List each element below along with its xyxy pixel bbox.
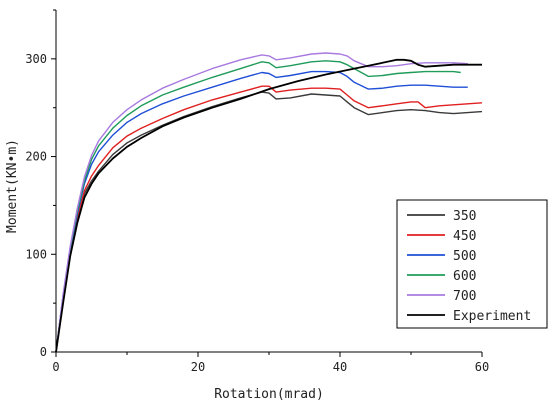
series-line-experiment — [55, 58, 482, 353]
x-tick-label: 40 — [333, 360, 347, 374]
legend-label: 350 — [453, 209, 476, 224]
y-tick-label: 100 — [25, 247, 47, 261]
y-tick-label: 300 — [25, 52, 47, 66]
y-tick-label: 200 — [25, 150, 47, 164]
legend-label: 500 — [453, 249, 476, 264]
y-tick-label: 0 — [40, 345, 47, 359]
legend: 350 450 500 600 700 Experiment — [396, 199, 548, 329]
x-axis-title: Rotation(mrad) — [214, 387, 324, 402]
x-tick-label: 20 — [191, 360, 205, 374]
series-line-350 — [55, 91, 483, 353]
series-line-600 — [55, 60, 461, 353]
legend-label: 600 — [453, 269, 476, 284]
x-tick-label: 60 — [475, 360, 489, 374]
y-axis-title: Moment(KN•m) — [5, 139, 20, 233]
x-tick-label: 0 — [52, 360, 59, 374]
series-line-500 — [55, 70, 468, 353]
legend-label: Experiment — [453, 309, 531, 324]
legend-label: 700 — [453, 289, 476, 304]
legend-label: 450 — [453, 229, 476, 244]
series-line-700 — [55, 52, 468, 353]
legend-box — [396, 199, 548, 329]
series-layer — [55, 52, 483, 353]
series-line-450 — [55, 85, 483, 353]
